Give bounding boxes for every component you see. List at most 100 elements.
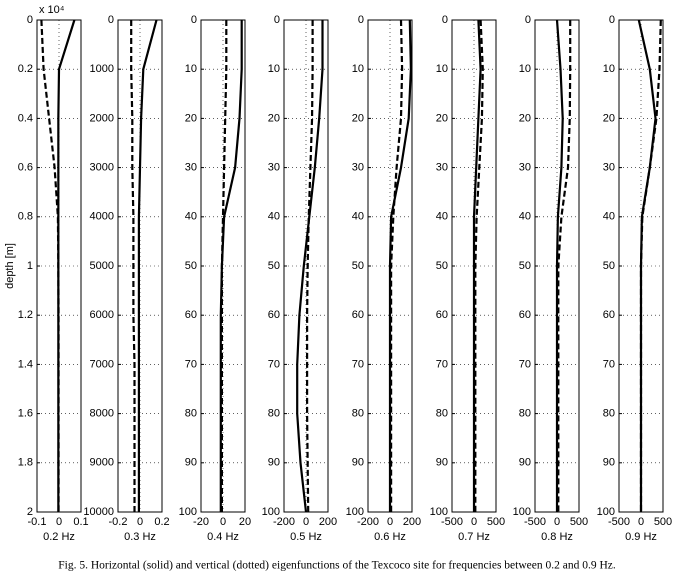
dashed-line	[474, 19, 484, 512]
y-tick-label: 90	[352, 457, 364, 469]
y-tick-label: 80	[268, 408, 280, 420]
y-tick-label: 90	[185, 457, 197, 469]
x-tick-label: 500	[654, 516, 672, 528]
x-tick-label: -500	[524, 516, 546, 528]
y-tick-label: 70	[436, 358, 448, 370]
plot-frame	[200, 19, 246, 513]
y-tick-label: 10	[185, 63, 197, 75]
y-tick-label: 30	[352, 162, 364, 174]
y-tick-label: 60	[436, 309, 448, 321]
y-tick-label: 10	[268, 63, 280, 75]
y-tick-label: 0	[442, 14, 448, 26]
y-tick-label: 30	[185, 162, 197, 174]
y-tick-label: 100	[262, 506, 280, 518]
y-tick-label: 0	[191, 14, 197, 26]
axis-multiplier: x 10⁴	[39, 4, 65, 16]
dashed-line	[557, 20, 572, 512]
x-tick-label: -200	[273, 516, 295, 528]
y-tick-label: 10	[603, 63, 615, 75]
y-axis-label: depth [m]	[4, 243, 16, 289]
y-tick-label: 0	[609, 14, 615, 26]
y-tick-label: 0	[358, 14, 364, 26]
x-axis-label: 0.9 Hz	[625, 531, 657, 543]
x-tick-label: 0	[137, 516, 143, 528]
y-tick-label: 30	[519, 162, 531, 174]
y-tick-label: 60	[268, 309, 280, 321]
y-tick-label: 70	[603, 358, 615, 370]
x-axis-label: 0.3 Hz	[124, 531, 156, 543]
x-tick-label: 0	[471, 516, 477, 528]
y-tick-label: 50	[436, 260, 448, 272]
y-tick-label: 40	[603, 211, 615, 223]
y-tick-label: 20	[519, 112, 531, 124]
y-tick-label: 10	[352, 63, 364, 75]
y-tick-label: 70	[519, 358, 531, 370]
y-tick-label: 30	[436, 162, 448, 174]
y-tick-label: 20	[603, 112, 615, 124]
y-tick-label: 50	[268, 260, 280, 272]
y-tick-label: 100	[430, 506, 448, 518]
x-axis-label: 0.7 Hz	[458, 531, 490, 543]
y-tick-label: 60	[603, 309, 615, 321]
x-axis-label: 0.6 Hz	[374, 531, 406, 543]
y-tick-label: 0.4	[18, 112, 33, 124]
y-tick-label: 20	[436, 112, 448, 124]
x-tick-label: 200	[319, 516, 337, 528]
dashed-line	[220, 20, 228, 512]
y-tick-label: 60	[519, 309, 531, 321]
x-tick-label: 500	[487, 516, 505, 528]
solid-line	[219, 20, 243, 512]
x-tick-label: 0	[56, 516, 62, 528]
y-tick-label: 3000	[90, 162, 114, 174]
y-tick-label: 90	[436, 457, 448, 469]
x-tick-label: -200	[357, 516, 379, 528]
y-tick-label: 1.4	[18, 358, 33, 370]
y-tick-label: 1.8	[18, 457, 33, 469]
y-tick-label: 30	[603, 162, 615, 174]
y-tick-label: 20	[268, 112, 280, 124]
y-tick-label: 1.2	[18, 309, 33, 321]
y-tick-label: 50	[352, 260, 364, 272]
y-tick-label: 9000	[90, 457, 114, 469]
y-tick-label: 80	[519, 408, 531, 420]
x-tick-label: 0.2	[154, 516, 169, 528]
solid-line	[57, 19, 76, 512]
x-axis-label: 0.2 Hz	[43, 531, 75, 543]
x-tick-label: -500	[608, 516, 630, 528]
y-tick-label: 0	[274, 14, 280, 26]
y-tick-label: 20	[185, 112, 197, 124]
x-tick-label: 200	[403, 516, 421, 528]
dashed-line	[40, 19, 60, 512]
y-tick-label: 0.8	[18, 211, 33, 223]
y-tick-label: 5000	[90, 260, 114, 272]
dashed-line	[639, 19, 662, 512]
x-axis-label: 0.4 Hz	[207, 531, 239, 543]
y-tick-label: 90	[603, 457, 615, 469]
y-tick-label: 80	[436, 408, 448, 420]
y-tick-label: 10	[519, 63, 531, 75]
y-tick-label: 100	[179, 506, 197, 518]
y-tick-label: 1000	[90, 63, 114, 75]
x-axis-label: 0.5 Hz	[290, 531, 322, 543]
y-tick-label: 1.6	[18, 408, 33, 420]
y-tick-label: 40	[436, 211, 448, 223]
x-tick-label: -0.2	[109, 516, 128, 528]
y-tick-label: 80	[185, 408, 197, 420]
y-tick-label: 40	[185, 211, 197, 223]
y-tick-label: 30	[268, 162, 280, 174]
y-tick-label: 60	[352, 309, 364, 321]
y-tick-label: 60	[185, 309, 197, 321]
y-tick-label: 80	[352, 408, 364, 420]
y-tick-label: 40	[519, 211, 531, 223]
y-tick-label: 20	[352, 112, 364, 124]
x-tick-label: 0	[387, 516, 393, 528]
solid-line	[137, 19, 158, 512]
y-tick-label: 40	[268, 211, 280, 223]
y-tick-label: 6000	[90, 309, 114, 321]
y-tick-label: 1	[27, 260, 33, 272]
x-tick-label: 0	[554, 516, 560, 528]
x-tick-label: -500	[441, 516, 463, 528]
dashed-line	[130, 20, 136, 512]
y-tick-label: 100	[346, 506, 364, 518]
